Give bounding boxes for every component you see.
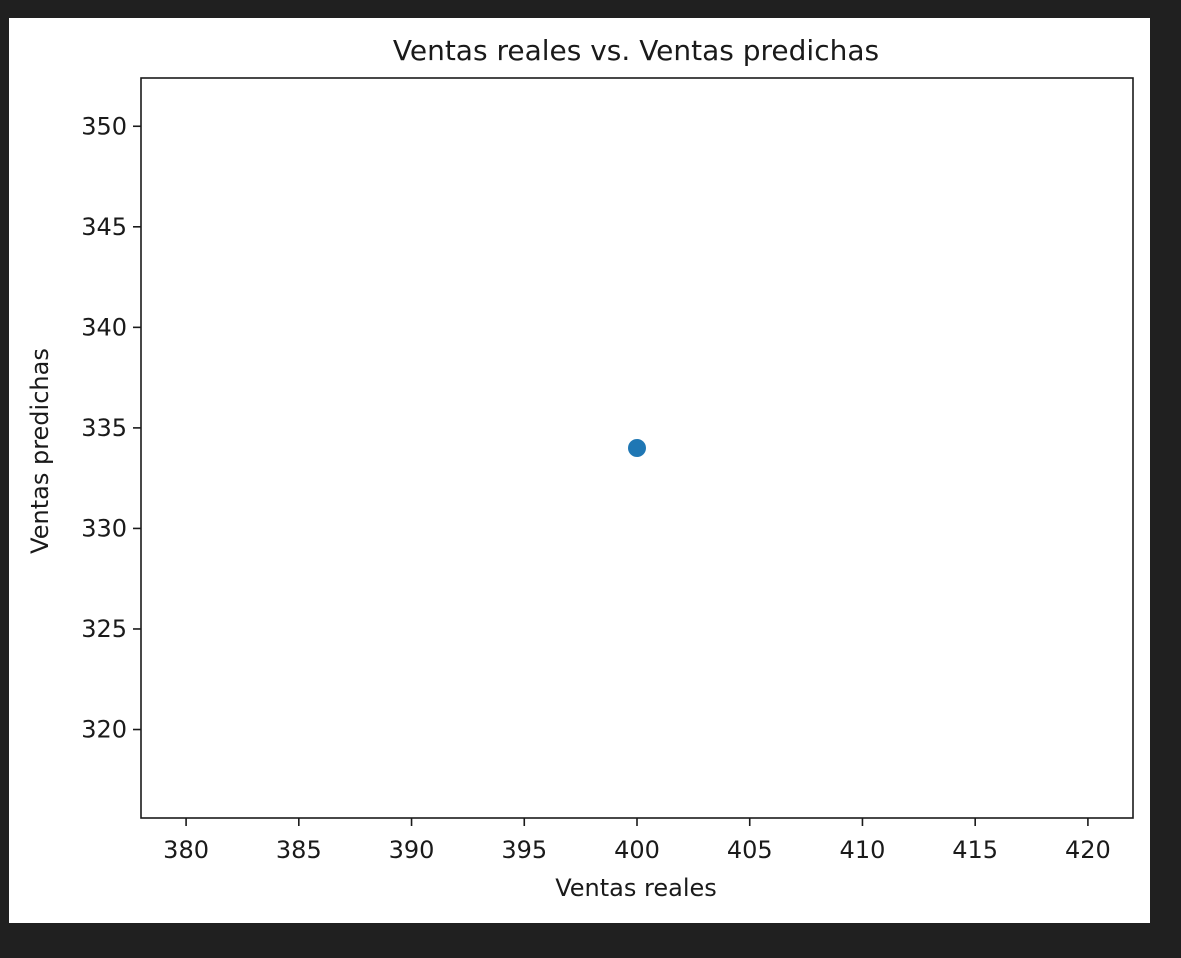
x-tick-label: 420 bbox=[1065, 836, 1111, 864]
y-tick-label: 350 bbox=[81, 112, 127, 140]
y-tick-label: 325 bbox=[81, 615, 127, 643]
scatter-point bbox=[628, 439, 646, 457]
x-tick-label: 380 bbox=[163, 836, 209, 864]
x-axis-ticks: 380 385 390 395 400 405 410 415 420 bbox=[163, 818, 1111, 864]
x-tick-label: 410 bbox=[840, 836, 886, 864]
figure-canvas bbox=[9, 18, 1150, 923]
x-axis-label: Ventas reales bbox=[555, 874, 717, 902]
x-tick-label: 395 bbox=[501, 836, 547, 864]
x-tick-label: 405 bbox=[727, 836, 773, 864]
y-tick-label: 320 bbox=[81, 716, 127, 744]
y-tick-label: 335 bbox=[81, 414, 127, 442]
x-tick-label: 415 bbox=[952, 836, 998, 864]
x-tick-label: 385 bbox=[276, 836, 322, 864]
x-tick-label: 400 bbox=[614, 836, 660, 864]
x-tick-label: 390 bbox=[389, 836, 435, 864]
data-points bbox=[628, 439, 646, 457]
y-tick-label: 330 bbox=[81, 514, 127, 542]
y-axis-ticks: 320 325 330 335 340 345 350 bbox=[81, 112, 141, 744]
y-tick-label: 345 bbox=[81, 213, 127, 241]
chart-title: Ventas reales vs. Ventas predichas bbox=[393, 34, 879, 67]
y-tick-label: 340 bbox=[81, 313, 127, 341]
y-axis-label: Ventas predichas bbox=[26, 348, 54, 554]
axes-frame bbox=[140, 77, 1134, 819]
